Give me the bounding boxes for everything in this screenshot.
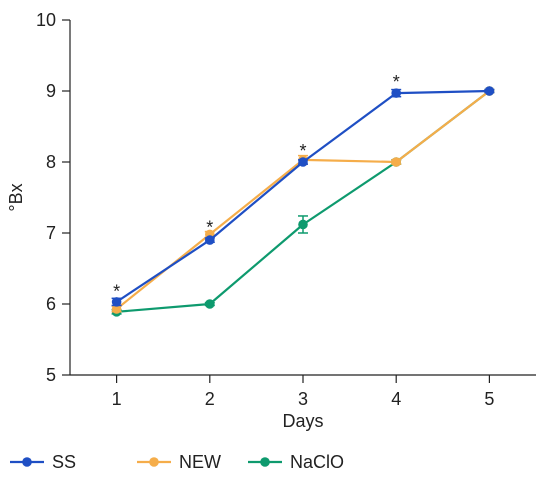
significance-marker: * — [299, 141, 306, 161]
y-tick-label: 8 — [46, 152, 56, 172]
significance-marker: * — [113, 281, 120, 301]
series-line — [116, 90, 491, 313]
y-ticks: 5 6 7 8 9 10 — [36, 10, 70, 385]
significance-marker: * — [393, 72, 400, 92]
data-point — [205, 235, 215, 245]
x-axis-title: Days — [282, 411, 323, 431]
series-naclo — [111, 86, 495, 317]
legend-item-new: NEW — [137, 452, 221, 472]
data-point — [391, 157, 402, 167]
legend-label: SS — [52, 452, 76, 472]
legend-marker — [149, 457, 159, 467]
x-tick-label: 1 — [112, 389, 122, 409]
legend: SS NEW NaClO — [10, 452, 344, 472]
x-tick-label: 4 — [391, 389, 401, 409]
data-point — [298, 157, 308, 167]
y-tick-label: 6 — [46, 294, 56, 314]
data-point — [391, 88, 402, 98]
series-line — [115, 89, 490, 303]
data-point — [484, 86, 495, 96]
series-new — [111, 86, 495, 314]
series-layer — [111, 86, 495, 317]
legend-marker — [22, 457, 32, 467]
legend-item-naclo: NaClO — [248, 452, 344, 472]
y-tick-label: 9 — [46, 81, 56, 101]
x-tick-label: 5 — [484, 389, 494, 409]
y-tick-label: 7 — [46, 223, 56, 243]
axes — [69, 20, 536, 376]
data-point — [205, 299, 215, 309]
legend-marker — [260, 457, 270, 467]
data-point — [111, 297, 122, 307]
x-tick-label: 2 — [205, 389, 215, 409]
series-line — [115, 90, 491, 310]
significance-marker: * — [206, 217, 213, 237]
series-ss — [111, 86, 495, 307]
legend-item-ss: SS — [10, 452, 76, 472]
annotations: * * * * — [113, 72, 400, 301]
x-tick-label: 3 — [298, 389, 308, 409]
legend-label: NaClO — [290, 452, 344, 472]
data-point — [298, 219, 308, 230]
y-tick-label: 5 — [46, 365, 56, 385]
legend-label: NEW — [179, 452, 221, 472]
x-ticks: 1 2 3 4 5 — [112, 375, 494, 409]
y-axis-title: °Bx — [6, 183, 26, 211]
y-tick-label: 10 — [36, 10, 56, 30]
data-point — [111, 304, 122, 314]
